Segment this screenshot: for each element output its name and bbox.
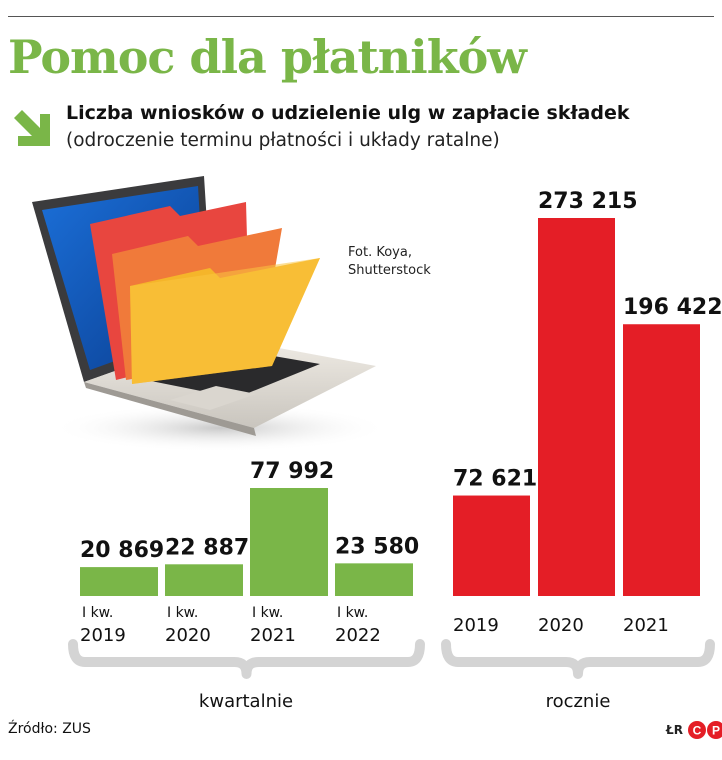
- bar-annual-2: [623, 324, 700, 596]
- brace-annual: [441, 639, 715, 679]
- value-label-quarterly-3: 23 580: [335, 534, 419, 559]
- top-rule: [8, 16, 714, 17]
- bar-annual-0: [453, 495, 530, 596]
- author-initials: ŁR: [666, 723, 683, 737]
- tick-label-quarterly-line2-3: 2022: [335, 625, 381, 646]
- tick-label-annual-0: 2019: [453, 615, 499, 636]
- bar-annual-1: [538, 218, 615, 596]
- bar-quarterly-1: [165, 564, 243, 596]
- bar-quarterly-2: [250, 488, 328, 596]
- arrow-down-right-icon: [14, 110, 50, 146]
- tick-label-quarterly-line2-1: 2020: [165, 625, 211, 646]
- value-label-annual-2: 196 422: [623, 295, 722, 320]
- photo-credit: Fot. Koya, Shutterstock: [348, 245, 431, 278]
- value-label-quarterly-1: 22 887: [165, 535, 249, 560]
- laptop-folders-photo: [32, 176, 380, 452]
- tick-label-annual-2: 2021: [623, 615, 669, 636]
- cp-logo-icon: C P: [687, 721, 722, 739]
- chart-subtitle-note: (odroczenie terminu płatności i układy r…: [66, 130, 500, 151]
- value-label-quarterly-2: 77 992: [250, 459, 334, 484]
- value-label-quarterly-0: 20 869: [80, 538, 164, 563]
- bar-quarterly-3: [335, 563, 413, 596]
- tick-label-quarterly-line1-1: I kw.: [167, 605, 198, 621]
- source-note: Źródło: ZUS: [8, 721, 91, 737]
- tick-label-quarterly-line1-3: I kw.: [337, 605, 368, 621]
- value-label-annual-1: 273 215: [538, 189, 638, 214]
- page-title: Pomoc dla płatników: [8, 30, 527, 84]
- svg-text:P: P: [712, 724, 720, 738]
- agency-mark: ŁR C P: [666, 720, 722, 740]
- tick-label-quarterly-line2-2: 2021: [250, 625, 296, 646]
- bar-quarterly-0: [80, 567, 158, 596]
- tick-label-quarterly-line1-2: I kw.: [252, 605, 283, 621]
- group-label-annual: rocznie: [546, 691, 611, 712]
- group-label-quarterly: kwartalnie: [199, 691, 293, 712]
- tick-label-quarterly-line2-0: 2019: [80, 625, 126, 646]
- value-label-annual-0: 72 621: [453, 467, 537, 492]
- chart-subtitle: Liczba wniosków o udzielenie ulg w zapła…: [66, 102, 630, 124]
- tick-label-quarterly-line1-0: I kw.: [82, 605, 113, 621]
- svg-text:C: C: [693, 724, 702, 738]
- tick-label-annual-1: 2020: [538, 615, 584, 636]
- brace-quarterly: [68, 639, 425, 679]
